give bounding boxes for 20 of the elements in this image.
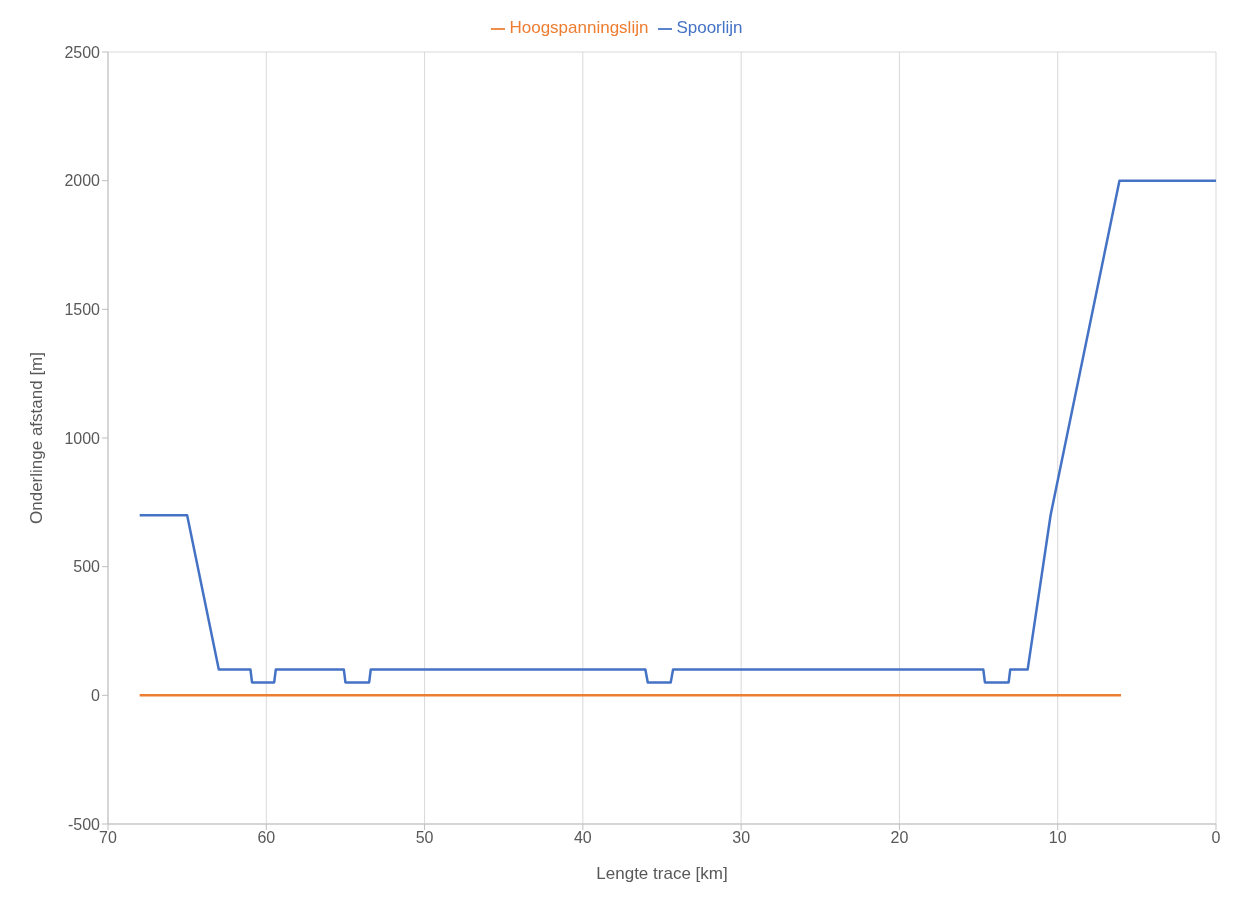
x-tick-label: 10 <box>1048 829 1067 847</box>
x-axis-title: Lengte trace [km] <box>596 864 728 883</box>
y-tick-label: 500 <box>73 558 101 576</box>
x-tick-label: 60 <box>257 829 276 847</box>
x-tick-label: 40 <box>573 829 592 847</box>
x-tick-label: 30 <box>732 829 751 847</box>
x-tick-label: 0 <box>1211 829 1221 847</box>
line-series <box>138 179 1216 684</box>
y-tick-label: 2500 <box>64 43 101 61</box>
y-tick-label: -500 <box>67 815 101 833</box>
y-tick-label: 1000 <box>64 429 101 447</box>
y-tick-label: 1500 <box>64 301 101 319</box>
x-tick-label: 20 <box>890 829 909 847</box>
x-tick-label: 50 <box>415 829 434 847</box>
y-axis-title: Onderlinge afstand [m] <box>27 352 47 524</box>
x-tick-label: 70 <box>99 829 117 847</box>
legend-label: Hoogspanningslijn <box>509 18 649 37</box>
y-tick-label: 0 <box>91 687 101 705</box>
legend-label: Spoorlijn <box>676 18 743 37</box>
y-tick-label: 2000 <box>64 172 101 190</box>
